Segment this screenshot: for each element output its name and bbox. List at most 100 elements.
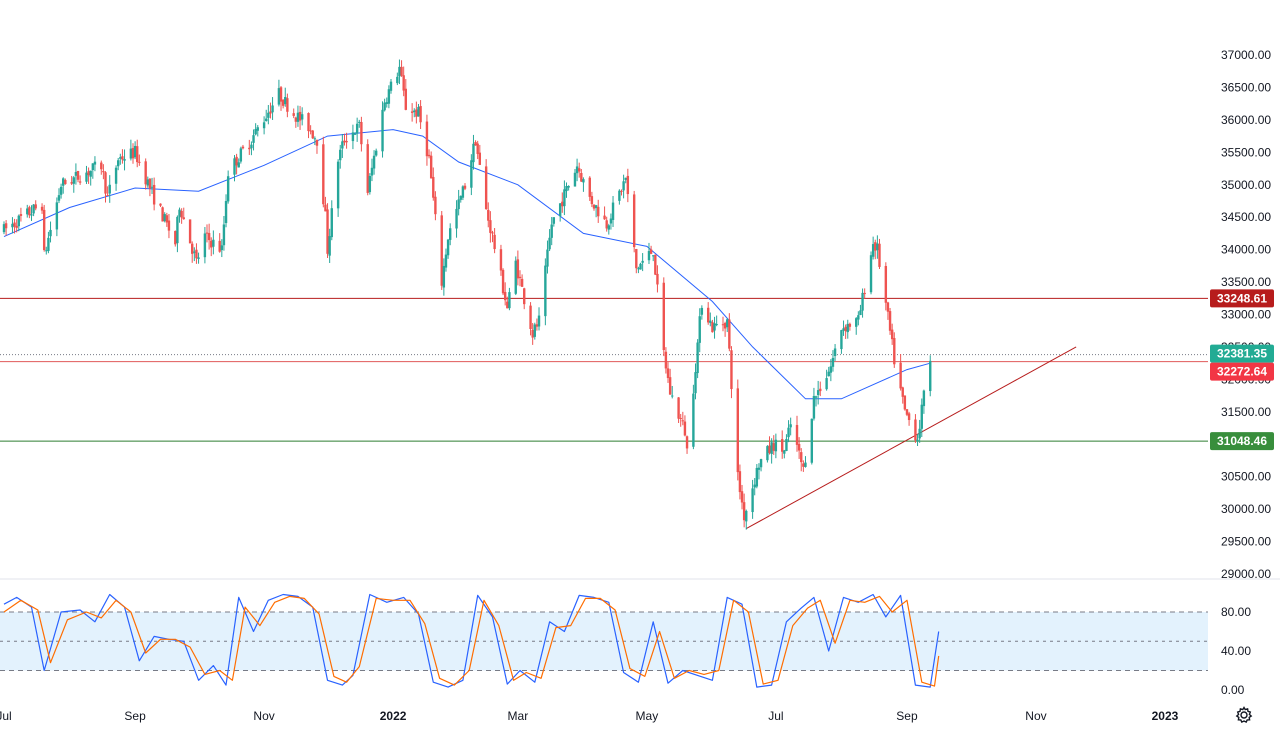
candlestick	[440, 211, 443, 290]
candlestick	[907, 411, 911, 426]
candlestick	[383, 98, 386, 112]
candlestick	[138, 154, 141, 166]
time-axis-label: 2022	[380, 709, 407, 723]
time-axis-label: Sep	[124, 709, 146, 723]
candlestick	[757, 463, 761, 480]
candlestick	[474, 140, 477, 146]
candlestick	[237, 158, 240, 168]
time-axis-label: Nov	[1025, 709, 1046, 723]
candlestick	[279, 86, 283, 111]
candlestick	[144, 158, 147, 190]
candlestick	[389, 78, 393, 94]
candlestick	[597, 199, 600, 223]
candlestick	[345, 132, 348, 149]
candlestick	[641, 253, 644, 272]
candlestick	[484, 159, 488, 210]
price-badge: 31048.46	[1210, 432, 1274, 451]
candlestick	[506, 296, 509, 309]
candlestick	[785, 434, 788, 452]
candlestick	[478, 144, 482, 166]
candlestick	[884, 262, 888, 311]
candlestick	[740, 484, 744, 510]
candlestick	[869, 251, 873, 295]
candlestick	[277, 79, 281, 107]
moving-average-line	[3, 129, 931, 400]
candlestick	[624, 177, 627, 184]
candlestick	[567, 185, 570, 191]
price-axis-label: 33000.00	[1221, 308, 1271, 322]
candlestick	[233, 155, 236, 182]
candlestick	[874, 239, 877, 260]
candlestick	[119, 153, 122, 165]
candlestick	[487, 202, 490, 228]
candlestick	[42, 204, 46, 252]
candlestick	[19, 207, 23, 222]
price-axis-label: 35000.00	[1221, 178, 1271, 192]
candlestick	[93, 156, 97, 172]
candlestick	[508, 287, 511, 311]
candlestick	[429, 151, 433, 179]
candlestick	[812, 387, 816, 421]
time-axis-label: 2023	[1152, 709, 1179, 723]
candlestick	[252, 129, 255, 151]
candlestick	[74, 163, 78, 185]
candlestick	[387, 85, 391, 109]
candlestick	[40, 203, 44, 214]
candlestick	[709, 312, 712, 327]
candlestick	[694, 363, 697, 400]
candlestick	[723, 321, 727, 337]
candlestick	[292, 108, 295, 119]
candlestick	[78, 175, 82, 185]
candlestick	[163, 212, 166, 223]
gear-icon[interactable]	[1234, 705, 1254, 725]
candlestick	[899, 353, 902, 391]
candlestick	[745, 509, 748, 530]
candlestick	[271, 97, 274, 120]
time-axis-label: Nov	[253, 709, 274, 723]
trend-line[interactable]	[746, 346, 1077, 530]
candlestick	[797, 437, 801, 459]
candlestick	[774, 433, 778, 459]
candlestick	[677, 397, 680, 423]
candlestick	[307, 112, 310, 139]
stochastic-k-line	[3, 593, 940, 688]
candlestick	[493, 228, 496, 254]
candlestick	[62, 177, 65, 194]
candlestick	[692, 384, 695, 450]
candlestick	[565, 182, 568, 198]
candlestick	[87, 167, 90, 184]
candlestick	[537, 307, 541, 331]
candlestick	[104, 171, 107, 203]
candlestick	[751, 479, 754, 519]
candlestick	[239, 146, 243, 164]
candlestick	[385, 97, 388, 108]
candlestick	[652, 255, 655, 262]
candlestick	[205, 224, 209, 243]
candlestick	[417, 103, 420, 117]
candlestick	[920, 398, 923, 438]
candlestick	[413, 108, 416, 118]
candlestick	[781, 430, 784, 459]
candlestick	[11, 217, 14, 234]
candlestick	[825, 369, 828, 391]
candlestick	[322, 136, 325, 208]
candlestick	[472, 134, 475, 170]
candlestick	[577, 162, 581, 178]
candlestick	[890, 323, 894, 345]
candlestick	[324, 196, 327, 212]
candlestick	[620, 189, 623, 196]
candlestick	[546, 240, 549, 274]
candlestick	[681, 411, 685, 426]
candlestick	[89, 170, 92, 186]
candlestick	[842, 320, 845, 336]
candlestick	[59, 183, 63, 199]
candlestick	[178, 207, 181, 223]
price-axis-label: 34000.00	[1221, 243, 1271, 257]
candlestick	[455, 200, 458, 238]
candlestick	[366, 139, 369, 196]
candlestick	[136, 139, 139, 168]
candlestick	[148, 178, 152, 197]
candlestick	[535, 318, 539, 331]
candlestick	[432, 167, 435, 201]
